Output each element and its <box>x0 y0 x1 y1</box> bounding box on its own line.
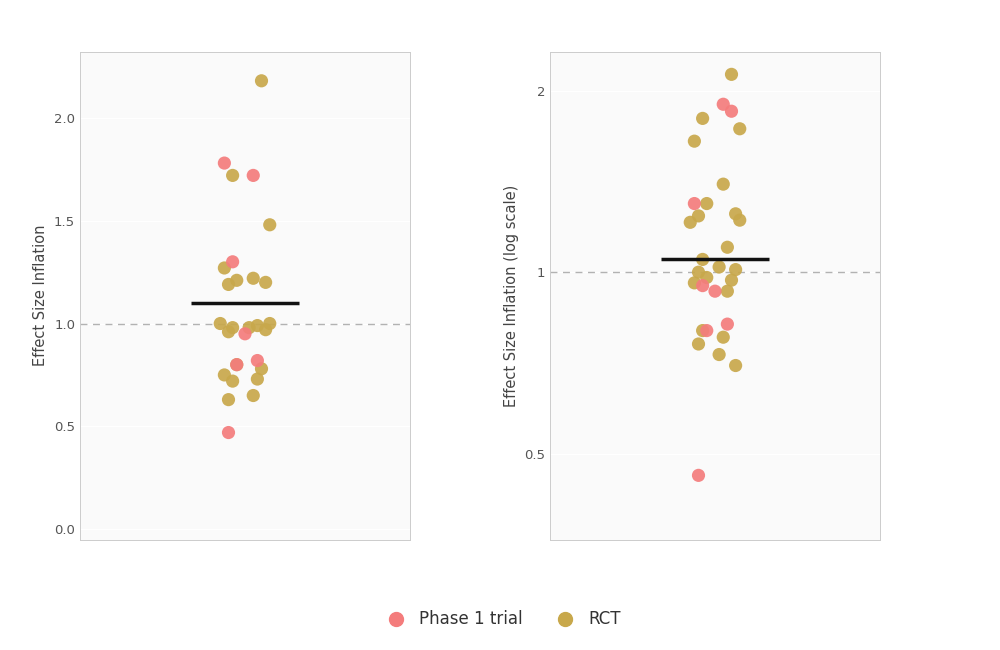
Point <box>682 217 698 228</box>
Point <box>695 326 711 336</box>
Point <box>241 322 257 333</box>
Point <box>245 170 261 181</box>
Y-axis label: Effect Size Inflation (log scale): Effect Size Inflation (log scale) <box>504 185 519 407</box>
Point <box>262 318 278 329</box>
Point <box>216 263 232 273</box>
Point <box>699 326 715 336</box>
Point <box>715 99 731 109</box>
Point <box>245 273 261 283</box>
Point <box>695 280 711 291</box>
Point <box>719 242 735 252</box>
Point <box>220 427 237 437</box>
Point <box>711 262 727 272</box>
Point <box>220 280 237 290</box>
Point <box>719 286 735 296</box>
Point <box>690 339 706 349</box>
Point <box>249 356 265 366</box>
Point <box>245 390 261 400</box>
Point <box>690 470 706 480</box>
Point <box>249 374 265 384</box>
Point <box>728 265 744 275</box>
Point <box>229 359 245 370</box>
Point <box>686 136 702 146</box>
Point <box>225 376 241 386</box>
Point <box>715 332 731 343</box>
Point <box>699 272 715 283</box>
Point <box>724 275 740 285</box>
Point <box>225 170 241 181</box>
Legend: Phase 1 trial, RCT: Phase 1 trial, RCT <box>373 604 627 635</box>
Point <box>695 113 711 124</box>
Point <box>728 209 744 219</box>
Point <box>711 349 727 359</box>
Point <box>262 220 278 230</box>
Point <box>724 69 740 79</box>
Point <box>225 257 241 267</box>
Point <box>258 277 274 287</box>
Point <box>254 75 270 86</box>
Y-axis label: Effect Size Inflation: Effect Size Inflation <box>33 225 48 367</box>
Point <box>728 360 744 370</box>
Point <box>686 198 702 209</box>
Point <box>220 326 237 337</box>
Point <box>695 254 711 265</box>
Point <box>715 179 731 189</box>
Point <box>216 158 232 168</box>
Point <box>229 359 245 370</box>
Point <box>220 395 237 405</box>
Point <box>719 319 735 330</box>
Point <box>258 324 274 335</box>
Point <box>732 215 748 226</box>
Point <box>690 211 706 221</box>
Point <box>732 124 748 134</box>
Point <box>254 363 270 374</box>
Point <box>249 320 265 331</box>
Point <box>237 329 253 339</box>
Point <box>212 318 228 329</box>
Point <box>229 275 245 285</box>
Point <box>216 370 232 380</box>
Point <box>707 286 723 296</box>
Point <box>699 198 715 209</box>
Point <box>225 322 241 333</box>
Point <box>686 278 702 288</box>
Point <box>724 106 740 116</box>
Point <box>690 267 706 278</box>
